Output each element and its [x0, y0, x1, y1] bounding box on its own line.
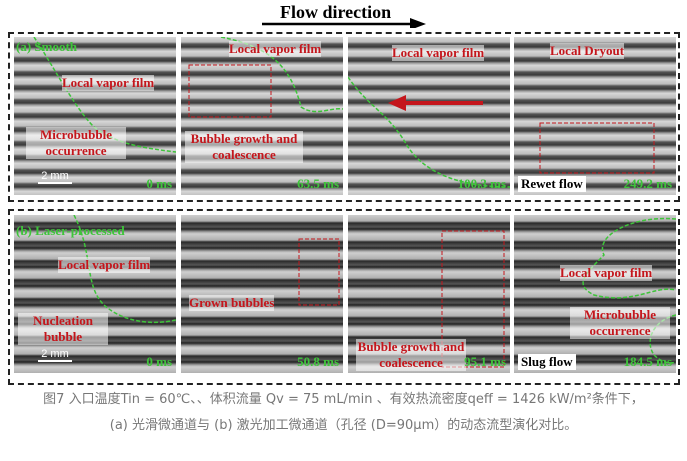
panel-label: (a) Smooth	[16, 39, 78, 54]
photo: Local vapor film Bubble growth and coale…	[181, 37, 343, 195]
time: 100.3 ms	[457, 176, 506, 191]
photo: Bubble growth and coalescence 95.1 ms	[348, 215, 510, 373]
photo: Local vapor film Microbubble occurrence …	[514, 215, 676, 373]
flow-direction: Flow direction	[262, 2, 432, 28]
annotation: Bubble growth and coalescence	[185, 131, 303, 163]
photo: (a) Smooth Local vapor film Microbubble …	[14, 37, 176, 195]
time: 0 ms	[146, 176, 172, 191]
photo: (b) Laser-processed Local vapor film Nuc…	[14, 215, 176, 373]
scale-bar: 2 mm	[38, 170, 72, 184]
time: 50.8 ms	[297, 354, 339, 369]
annotation: Nucleation bubble	[18, 313, 108, 345]
time: 95.1 ms	[464, 354, 506, 369]
photo: Local vapor film 100.3 ms	[348, 37, 510, 195]
annotation: Local Dryout	[550, 43, 625, 59]
scale-bar: 2 mm	[38, 348, 72, 362]
time: 184.5 ms	[623, 354, 672, 369]
time: 63.5 ms	[297, 176, 339, 191]
annotation: Local vapor film	[392, 45, 485, 61]
photo: Grown bubbles 50.8 ms	[181, 215, 343, 373]
photo: Local Dryout Rewet flow 249.2 ms	[514, 37, 676, 195]
annotation: Local vapor film	[58, 257, 151, 273]
flow-title: Flow direction	[280, 2, 392, 22]
row-a-frame	[8, 32, 680, 202]
time: 249.2 ms	[623, 176, 672, 191]
note: Rewet flow	[518, 176, 586, 192]
annotation: Local vapor film	[62, 75, 155, 91]
caption-line: 图7 入口温度Tin = 60℃、、体积流量 Qv = 75 mL/min 、有…	[43, 392, 644, 407]
time: 0 ms	[146, 354, 172, 369]
annotation: Grown bubbles	[189, 295, 275, 311]
annotation: Microbubble occurrence	[570, 307, 670, 339]
annotation: Local vapor film	[229, 41, 322, 57]
note: Slug flow	[518, 354, 576, 370]
row-b-frame	[8, 209, 680, 385]
annotation: Bubble growth and coalescence	[356, 339, 466, 371]
panel-label: (b) Laser-processed	[16, 223, 125, 238]
annotation: Local vapor film	[560, 265, 653, 281]
caption-line: (a) 光滑微通道与 (b) 激光加工微通道（孔径 (D=90μm）的动态流型演…	[109, 418, 578, 433]
arrow	[262, 18, 426, 28]
annotation: Microbubble occurrence	[26, 127, 126, 159]
